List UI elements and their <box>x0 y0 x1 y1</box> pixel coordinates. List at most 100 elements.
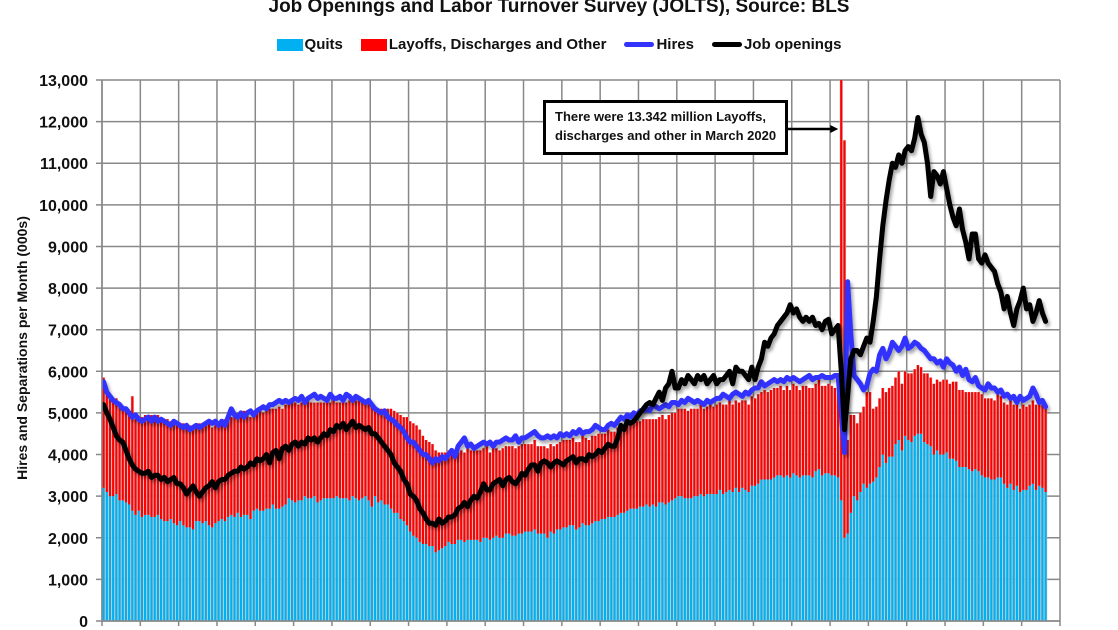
bar-quits <box>555 529 559 621</box>
bar-layoffs <box>961 390 964 468</box>
bar-quits <box>750 485 753 621</box>
bar-layoffs <box>147 417 150 515</box>
bar-layoffs <box>744 400 747 490</box>
bar-layoffs <box>990 398 993 480</box>
bar-quits <box>610 516 613 621</box>
bar-quits <box>907 439 910 621</box>
bar-quits <box>945 452 948 621</box>
bar-quits <box>683 498 686 621</box>
bar-layoffs <box>517 446 520 534</box>
bar-quits <box>779 475 782 621</box>
bar-layoffs <box>195 423 198 522</box>
bar-layoffs <box>798 390 801 478</box>
bar-layoffs <box>380 408 383 501</box>
bar-quits <box>923 442 926 621</box>
bar-quits <box>329 498 332 621</box>
bar-quits <box>357 500 361 621</box>
bar-quits <box>766 479 769 621</box>
bar-quits <box>1025 489 1028 621</box>
bar-quits <box>511 535 514 621</box>
bar-layoffs <box>859 412 862 492</box>
bar-quits <box>642 506 645 621</box>
bar-layoffs <box>191 429 195 530</box>
bar-quits <box>546 537 549 621</box>
bar-layoffs <box>974 392 977 470</box>
bar-layoffs <box>658 417 661 503</box>
bar-quits <box>520 533 524 621</box>
bar-quits <box>402 521 405 621</box>
bar-quits <box>990 479 993 621</box>
bar-quits <box>600 519 603 621</box>
bar-quits <box>319 500 322 621</box>
bar-layoffs <box>306 400 310 499</box>
bar-layoffs <box>638 421 642 507</box>
bar-layoffs <box>964 392 967 468</box>
bar-layoffs <box>750 396 753 486</box>
bar-quits <box>696 496 699 621</box>
bar-layoffs <box>351 400 354 497</box>
bar-layoffs <box>645 419 648 505</box>
bar-layoffs <box>520 444 524 534</box>
bar-quits <box>421 544 425 621</box>
bar-layoffs <box>967 392 971 470</box>
bar-layoffs <box>597 433 600 522</box>
bar-layoffs <box>670 412 674 501</box>
bar-layoffs <box>338 402 342 499</box>
bar-quits <box>175 525 179 621</box>
bar-quits <box>623 512 626 621</box>
bar-quits <box>450 544 453 621</box>
bar-quits <box>492 537 495 621</box>
bar-quits <box>227 516 230 621</box>
bar-quits <box>214 523 217 621</box>
bar-quits <box>603 519 607 621</box>
legend-item-quits: Quits <box>276 36 343 53</box>
bar-layoffs <box>511 446 514 536</box>
bar-quits <box>872 481 875 621</box>
bar-layoffs <box>492 448 495 538</box>
bar-quits <box>137 510 140 621</box>
bar-layoffs <box>766 392 769 480</box>
bar-quits <box>987 477 990 621</box>
bar-quits <box>498 537 501 621</box>
bar-quits <box>163 521 166 621</box>
bar-layoffs <box>910 373 913 443</box>
bar-quits <box>1012 489 1015 621</box>
y-tick-label: 9,000 <box>48 239 88 256</box>
bar-quits <box>690 498 693 621</box>
bar-layoffs <box>322 402 326 499</box>
bar-quits <box>399 519 402 621</box>
bar-quits <box>105 491 108 621</box>
bar-layoffs <box>112 398 115 497</box>
bar-quits <box>677 496 680 621</box>
bar-layoffs <box>1028 404 1031 486</box>
bar-layoffs <box>447 450 450 542</box>
bar-quits <box>345 498 348 621</box>
bar-layoffs <box>722 404 725 495</box>
bar-layoffs <box>172 421 175 524</box>
bar-quits <box>910 442 913 621</box>
bar-layoffs <box>571 437 575 526</box>
bar-quits <box>373 496 377 621</box>
bar-quits <box>281 506 284 621</box>
bar-layoffs <box>875 406 878 478</box>
bar-layoffs <box>753 398 757 486</box>
bar-quits <box>536 533 539 621</box>
bar-layoffs <box>444 452 447 547</box>
bar-quits <box>993 479 996 621</box>
bar-layoffs <box>402 417 405 522</box>
bar-quits <box>217 521 220 621</box>
bar-quits <box>268 508 271 621</box>
bar-layoffs <box>1025 406 1028 490</box>
bar-layoffs <box>488 452 492 540</box>
bar-layoffs <box>728 400 731 490</box>
bar-layoffs <box>776 387 779 476</box>
bar-layoffs <box>498 450 501 538</box>
bar-quits <box>706 494 709 621</box>
bar-layoffs <box>223 419 227 522</box>
bar-layoffs <box>789 390 792 478</box>
bar-layoffs <box>386 408 389 505</box>
bar-layoffs <box>929 377 932 447</box>
bar-quits <box>699 494 702 621</box>
bar-layoffs <box>310 402 313 499</box>
bar-layoffs <box>741 400 744 488</box>
